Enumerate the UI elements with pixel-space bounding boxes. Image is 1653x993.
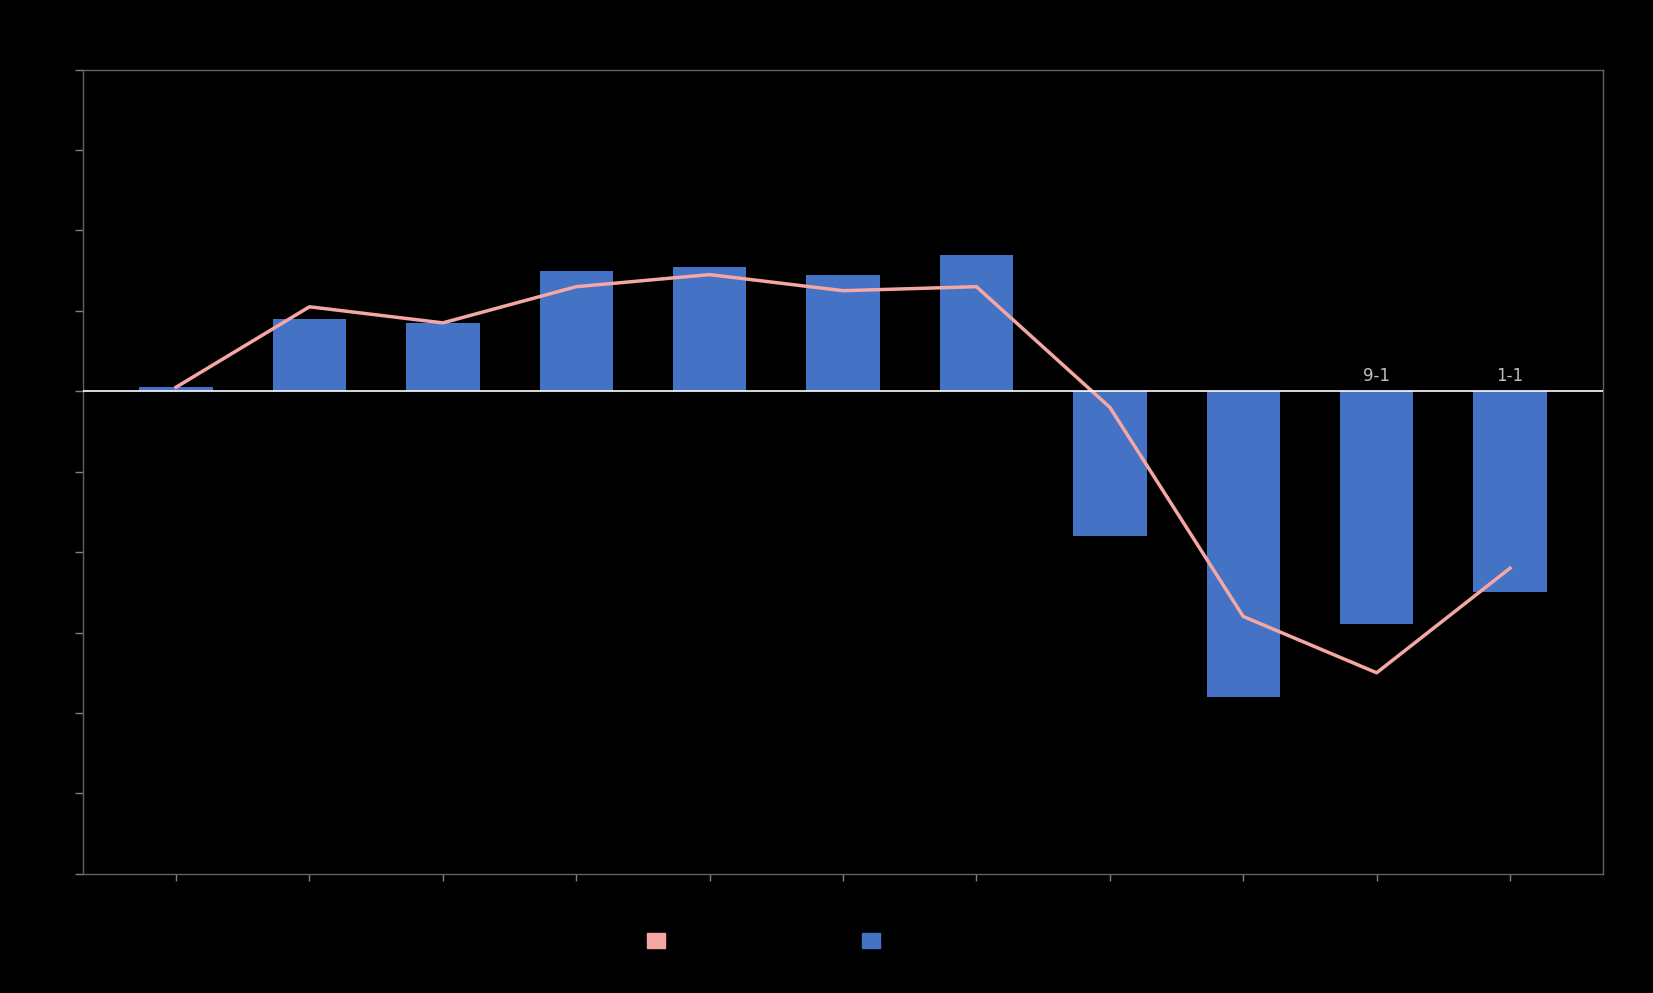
Bar — [1341, 391, 1413, 625]
Text: 9-1: 9-1 — [1364, 366, 1390, 385]
Bar — [941, 254, 1013, 391]
Legend: CAB (central estimate), CAB (95% CI range): CAB (central estimate), CAB (95% CI rang… — [640, 926, 1046, 954]
Text: 1-1: 1-1 — [1496, 366, 1524, 385]
Bar — [1207, 391, 1279, 697]
Bar — [807, 275, 879, 391]
Bar — [539, 270, 613, 391]
Bar — [139, 387, 213, 391]
Bar — [407, 323, 479, 391]
Bar — [1073, 391, 1147, 536]
Bar — [1473, 391, 1547, 592]
Bar — [673, 266, 746, 391]
Bar — [273, 319, 345, 391]
